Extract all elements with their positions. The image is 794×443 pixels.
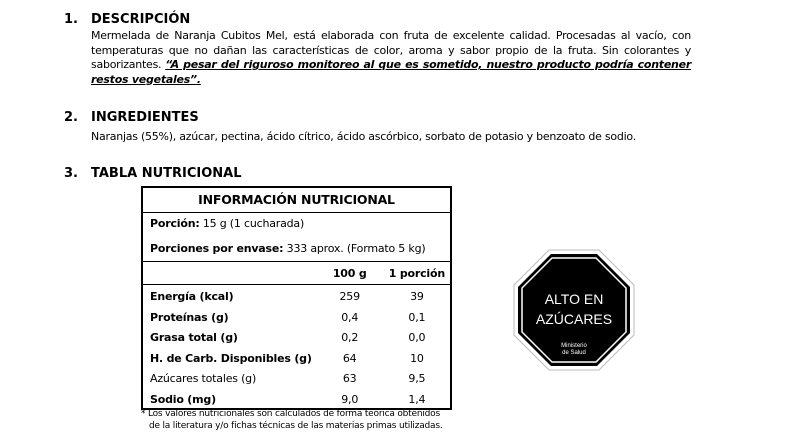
- value-portion: 1,4: [408, 392, 426, 406]
- value-portion: 0,0: [408, 331, 426, 345]
- nutrient-label: Proteínas (g): [150, 310, 229, 324]
- value-100g: 64: [342, 351, 357, 365]
- svg-text:de Salud: de Salud: [562, 350, 586, 356]
- value-portion: 9,5: [408, 372, 426, 386]
- value-100g: 9,0: [341, 392, 359, 406]
- footnote: * Los valores nutricionales son calculad…: [141, 409, 443, 431]
- nutrient-label: Energía (kcal): [150, 290, 234, 303]
- nutrition-table: INFORMACIÓN NUTRICIONAL Porción: 15 g (1…: [141, 186, 452, 410]
- table-title: INFORMACIÓN NUTRICIONAL: [143, 188, 450, 213]
- heading-ingredientes: 2. INGREDIENTES: [64, 110, 199, 125]
- value-portion: 0,1: [408, 310, 426, 324]
- heading-descripcion: 1. DESCRIPCIÓN: [64, 12, 191, 27]
- table-row: Sodio (mg) 9,0 1,4: [143, 390, 450, 411]
- value-100g: 0,2: [341, 331, 359, 345]
- value-portion: 39: [410, 290, 424, 303]
- nutrient-label: Sodio (mg): [150, 392, 216, 406]
- ingredients-text: Naranjas (55%), azúcar, pectina, ácido c…: [91, 130, 636, 143]
- nutrient-label: H. de Carb. Disponibles (g): [150, 351, 312, 365]
- table-row: H. de Carb. Disponibles (g) 64 10: [143, 349, 450, 370]
- svg-text:ALTO EN: ALTO EN: [545, 291, 604, 307]
- nutrient-label: Grasa total (g): [150, 331, 238, 345]
- disclaimer-quote: “A pesar del riguroso monitoreo al que e…: [91, 58, 691, 86]
- value-100g: 63: [342, 372, 357, 386]
- table-row: Grasa total (g) 0,2 0,0: [143, 328, 450, 349]
- value-100g: 259: [339, 290, 360, 303]
- value-100g: 0,4: [341, 310, 359, 324]
- heading-tabla: 3. TABLA NUTRICIONAL: [64, 166, 242, 181]
- portion-row: Porción: 15 g (1 cucharada): [150, 217, 305, 230]
- svg-text:AZÚCARES: AZÚCARES: [536, 311, 612, 327]
- svg-text:Ministerio: Ministerio: [561, 343, 587, 349]
- alto-en-azucares-seal: ALTO EN AZÚCARES Ministerio de Salud: [513, 249, 635, 371]
- portions-row: Porciones por envase: 333 aprox. (Format…: [150, 242, 426, 255]
- value-portion: 10: [410, 351, 424, 365]
- table-row: Energía (kcal) 259 39: [143, 287, 450, 308]
- nutrient-label: Azúcares totales (g): [150, 372, 257, 386]
- table-row: Azúcares totales (g) 63 9,5: [143, 369, 450, 390]
- table-row: Proteínas (g) 0,4 0,1: [143, 308, 450, 329]
- description-paragraph: Mermelada de Naranja Cubitos Mel, está e…: [91, 29, 691, 86]
